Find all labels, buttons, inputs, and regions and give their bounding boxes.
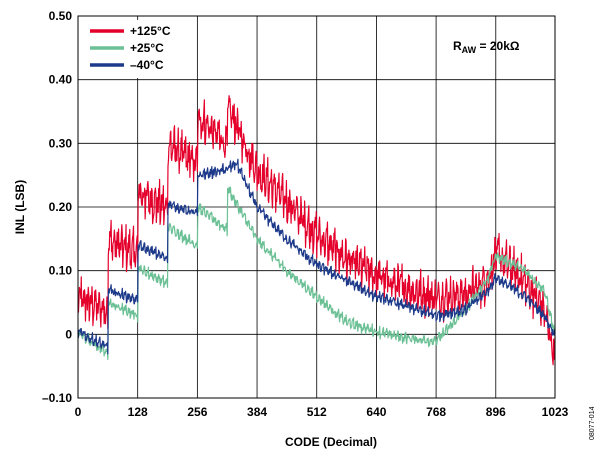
- raw-annotation: RAW = 20kΩ: [453, 39, 520, 55]
- x-tick-label: 128: [128, 405, 148, 419]
- y-tick-label: 0.20: [49, 200, 73, 214]
- x-axis-ticks: 0 128 256 384 512 640 768 896 1023: [75, 405, 569, 419]
- y-tick-label: 0.40: [49, 73, 73, 87]
- plot-area: [77, 95, 556, 366]
- series-line-minus40c: [77, 158, 556, 355]
- legend-label: +25°C: [130, 41, 164, 55]
- series-line-plus125c: [77, 95, 556, 366]
- plot-frame: [77, 15, 556, 399]
- x-tick-label: 0: [75, 405, 82, 419]
- y-tick-label: 0.50: [49, 9, 73, 23]
- annotation-main: R: [453, 39, 462, 53]
- x-tick-label: 640: [366, 405, 386, 419]
- series-line-plus25c: [77, 186, 556, 361]
- annotation-subscript: AW: [462, 45, 477, 55]
- x-tick-label: 512: [307, 405, 327, 419]
- y-tick-label: –0.10: [42, 391, 72, 405]
- y-axis-ticks: –0.10 0 0.10 0.20 0.30 0.40 0.50: [42, 9, 72, 405]
- x-tick-label: 384: [247, 405, 267, 419]
- legend-label: –40°C: [130, 58, 164, 72]
- legend: +125°C +25°C –40°C: [85, 20, 193, 78]
- x-tick-label: 896: [486, 405, 506, 419]
- figure-id: 08077-014: [589, 406, 596, 440]
- y-tick-label: 0.30: [49, 136, 73, 150]
- chart-grid: [78, 16, 555, 398]
- annotation-rest: = 20kΩ: [476, 39, 520, 53]
- x-axis-label: CODE (Decimal): [285, 435, 377, 449]
- legend-label: +125°C: [130, 24, 171, 38]
- y-tick-label: 0: [65, 327, 72, 341]
- x-tick-label: 768: [426, 405, 446, 419]
- y-tick-label: 0.10: [49, 264, 73, 278]
- y-axis-label: INL (LSB): [13, 180, 27, 234]
- x-tick-label: 256: [187, 405, 207, 419]
- x-tick-label: 1023: [542, 405, 569, 419]
